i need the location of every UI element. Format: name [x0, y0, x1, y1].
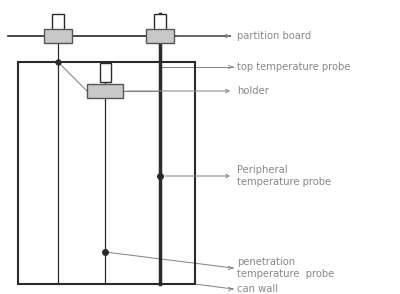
Bar: [100, 63, 110, 82]
Bar: [18, 62, 195, 284]
Bar: [52, 14, 64, 34]
Text: partition board: partition board: [237, 31, 311, 41]
Bar: [87, 84, 123, 98]
Bar: [146, 29, 174, 43]
Text: Peripheral
temperature probe: Peripheral temperature probe: [237, 165, 331, 187]
Bar: [44, 29, 72, 43]
Text: penetration
temperature  probe: penetration temperature probe: [237, 257, 334, 279]
Text: can wall: can wall: [237, 284, 278, 294]
Text: top temperature probe: top temperature probe: [237, 62, 350, 72]
Bar: [154, 14, 166, 34]
Text: holder: holder: [237, 86, 269, 96]
